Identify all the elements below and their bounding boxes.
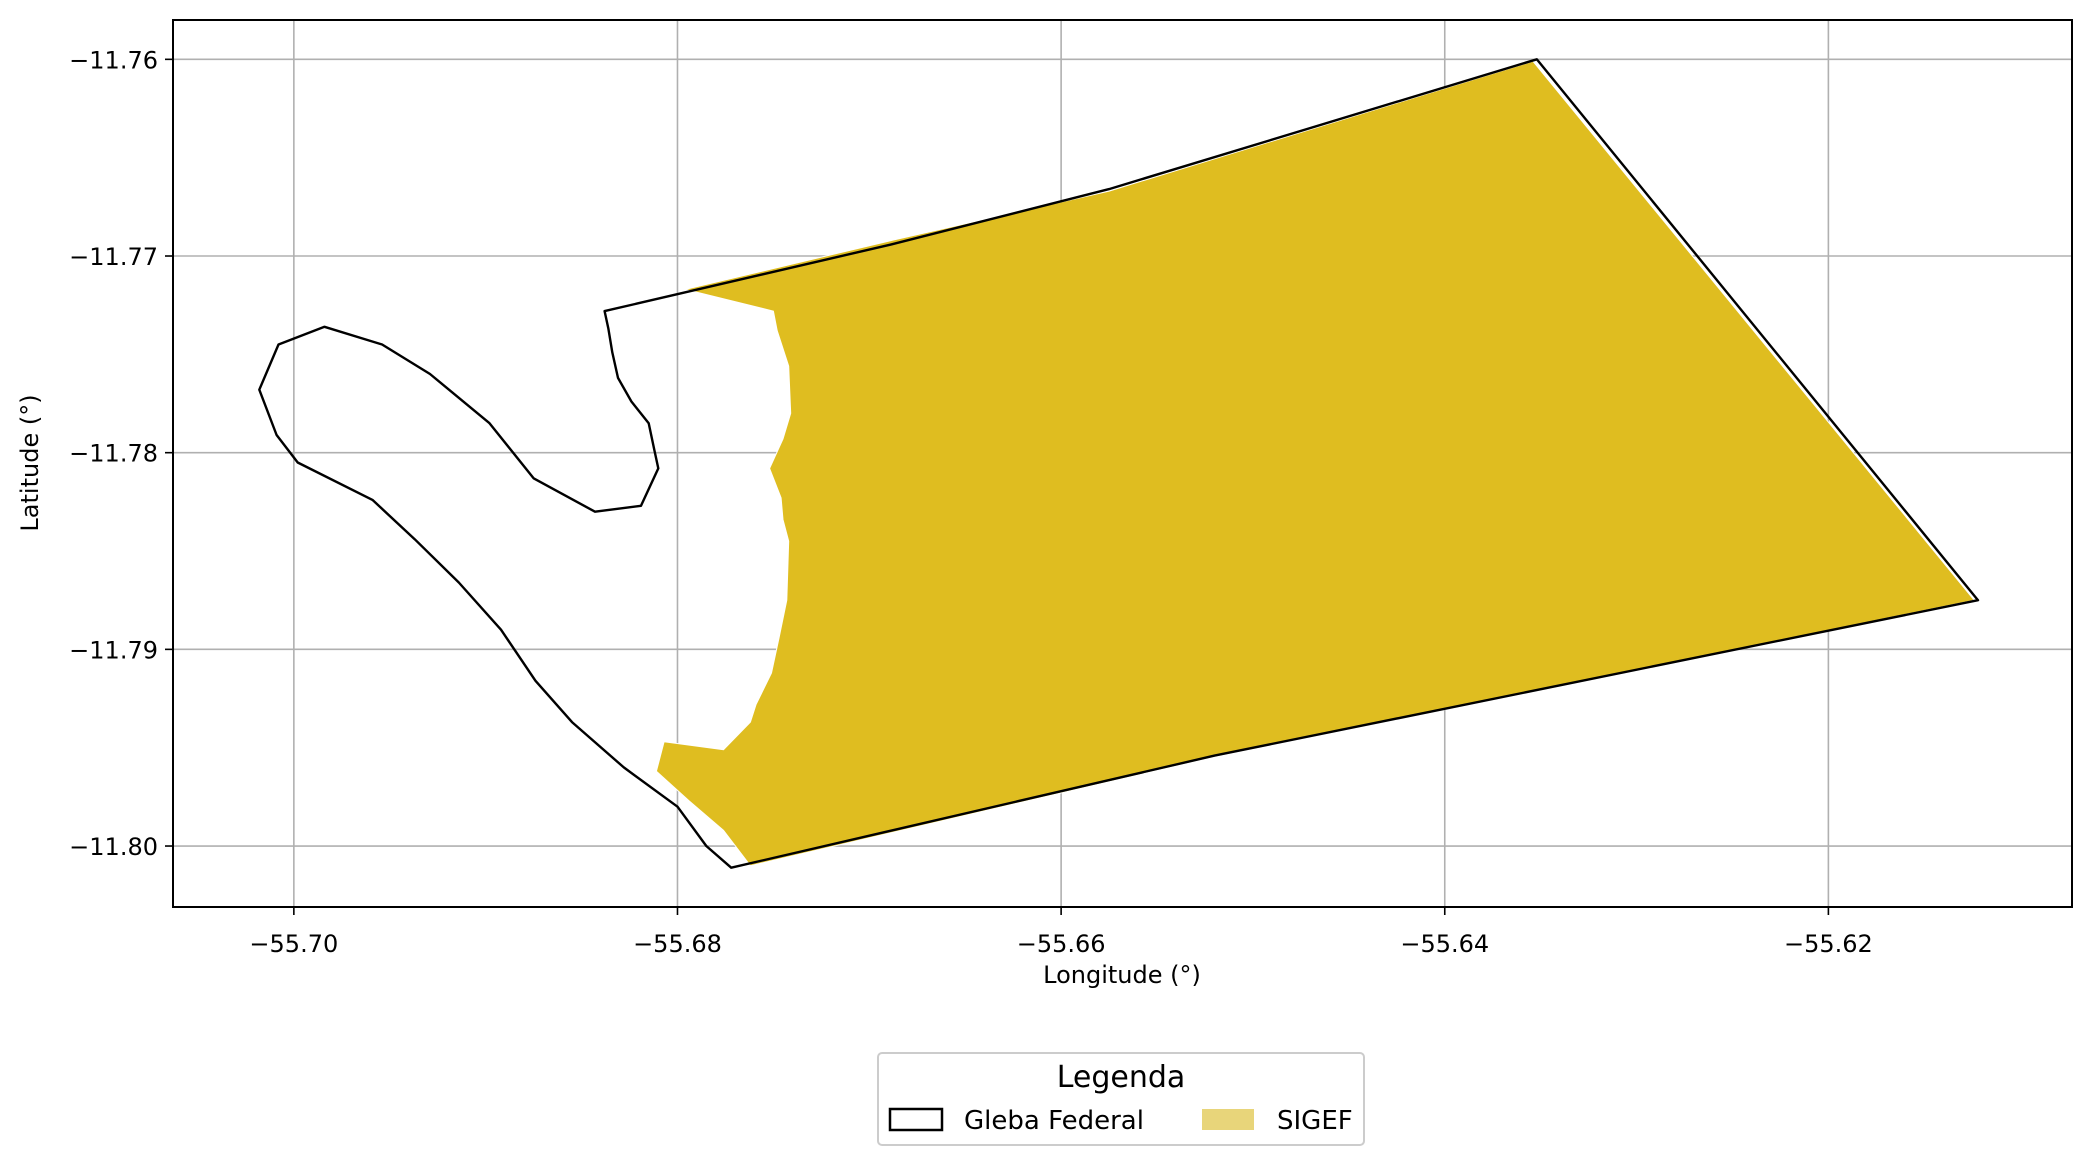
- y-axis-label: Latitude (°): [16, 394, 44, 531]
- legend-swatch-gleba-federal: [888, 1107, 944, 1132]
- x-tick-label: −55.66: [1017, 930, 1106, 958]
- y-tick-label: −11.78: [69, 440, 158, 468]
- x-tick-label: −55.64: [1400, 930, 1489, 958]
- legend-title: Legenda: [1057, 1060, 1186, 1095]
- x-tick-label: −55.70: [249, 930, 338, 958]
- y-tick-label: −11.76: [69, 46, 158, 74]
- legend-label-gleba-federal: Gleba Federal: [964, 1106, 1144, 1136]
- polygon-outline-gleba-federal: [258, 58, 1980, 869]
- y-axis-ticks: −11.76 −11.77 −11.78 −11.79 −11.80: [69, 46, 173, 861]
- x-axis-label: Longitude (°): [1043, 961, 1201, 989]
- plot-area: [172, 19, 2073, 908]
- legend: Legenda Gleba Federal SIGEF: [877, 1052, 1365, 1146]
- legend-label-sigef: SIGEF: [1277, 1106, 1353, 1136]
- y-tick-label: −11.80: [69, 833, 158, 861]
- x-axis-ticks: −55.70 −55.68 −55.66 −55.64 −55.62: [249, 907, 1873, 958]
- x-tick-label: −55.68: [633, 930, 722, 958]
- x-tick-label: −55.62: [1784, 930, 1873, 958]
- map-layers: [258, 58, 1980, 869]
- y-tick-label: −11.79: [69, 636, 158, 664]
- legend-swatch-sigef: [1202, 1109, 1254, 1130]
- y-tick-label: −11.77: [69, 243, 158, 271]
- plot-frame: [172, 19, 2073, 908]
